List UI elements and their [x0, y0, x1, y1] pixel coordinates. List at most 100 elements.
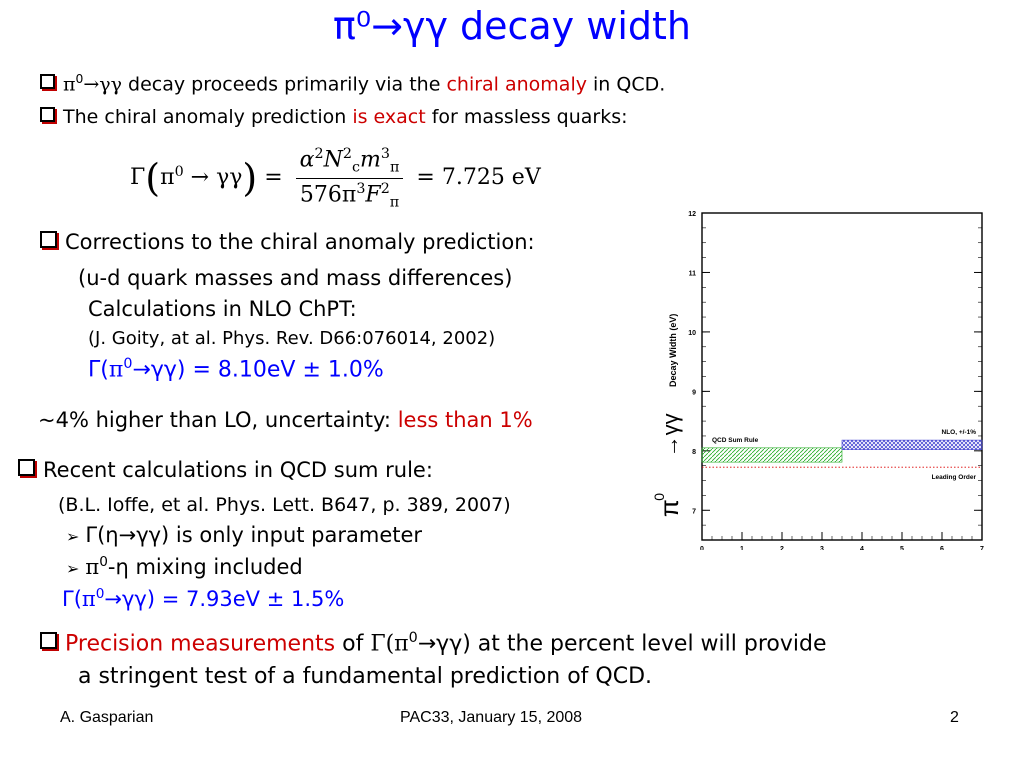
footer-event: PAC33, January 15, 2008: [400, 709, 583, 726]
qcd-item-input: ➢ Γ(η→γγ) is only input parameter: [66, 523, 422, 547]
bullet-square-icon: [18, 459, 35, 476]
qcd-item-mixing: ➢ π0-η mixing included: [66, 554, 303, 579]
bullet-square-icon: [40, 231, 57, 248]
qcd-result: Γ(π0→γγ) = 7.93eV ± 1.5%: [62, 586, 344, 611]
m-exp: 3: [380, 146, 390, 162]
x-tick-label: 1: [740, 546, 744, 550]
y-tick-label: 7: [692, 508, 696, 515]
y-axis-label: Decay Width (eV): [668, 314, 678, 387]
corrections-heading: Corrections to the chiral anomaly predic…: [65, 230, 535, 254]
pi-symbol: π: [85, 555, 100, 579]
result-value: →γγ) = 8.10eV ± 1.0%: [132, 357, 384, 383]
gamma-symbol: Γ(: [370, 631, 395, 657]
summary-text: ~4% higher than LO, uncertainty:: [38, 408, 398, 432]
result-value: →γγ) = 7.93eV ± 1.5%: [104, 587, 345, 611]
fraction-denominator: 576π3F2π: [296, 179, 404, 211]
y-tick-label: 12: [688, 211, 696, 218]
precision-text: of: [335, 631, 371, 657]
y-axis-label-sup: 0: [651, 493, 667, 501]
formula-fraction: α2N2cm3π 576π3F2π: [295, 146, 404, 211]
pi-symbol: π: [160, 165, 175, 191]
formula-result: = 7.725 eV: [416, 165, 541, 191]
pi-superscript: 0: [75, 72, 84, 86]
pi-superscript: 0: [123, 356, 133, 372]
qcd-reference: (B.L. Ioffe, et al. Phys. Lett. B647, p.…: [58, 494, 511, 516]
y-tick-label: 10: [688, 330, 696, 337]
pi-symbol: π: [394, 631, 409, 657]
den-pi-exp: 3: [356, 180, 366, 197]
bullet-square-icon: [40, 74, 55, 90]
f-pi: F: [365, 182, 381, 208]
pi-superscript: 0: [408, 630, 418, 646]
corrections-reference: (J. Goity, at al. Phys. Rev. D66:076014,…: [88, 328, 496, 349]
equals-sign: =: [264, 165, 283, 191]
highlight-text: is exact: [352, 106, 426, 128]
footer-page-number: 2: [950, 709, 959, 726]
band-1: [841, 439, 983, 450]
open-paren: (: [145, 156, 161, 201]
m-pi: m: [360, 147, 381, 173]
x-tick-label: 5: [900, 546, 904, 550]
y-axis-label-pi: π: [654, 499, 684, 517]
alpha-exp: 2: [314, 146, 324, 162]
bullet-precision: Precision measurements of Γ(π0→γγ) at th…: [40, 630, 827, 656]
bullet-text: for massless quarks:: [425, 106, 628, 128]
y-tick-label: 9: [692, 389, 696, 396]
pi-symbol: π: [108, 357, 124, 383]
bullet-text: in QCD.: [586, 73, 666, 96]
nlo-result: Γ(π0→γγ) = 8.10eV ± 1.0%: [88, 356, 384, 382]
leading-order-label: Leading Order: [932, 474, 977, 481]
item-text: -η mixing included: [107, 555, 303, 579]
m-sub: π: [390, 159, 400, 176]
plot-frame: [701, 212, 983, 541]
arrow-bullet-icon: ➢: [66, 527, 80, 546]
den-576-pi: 576π: [299, 182, 357, 208]
pi-superscript: 0: [99, 554, 108, 570]
x-tick-label: 3: [820, 546, 824, 550]
f-sub: π: [389, 194, 400, 211]
bullet-square-icon: [40, 632, 57, 650]
y-axis-label-arrow: →γγ: [658, 413, 683, 457]
pi-symbol: π: [81, 587, 96, 611]
nc-exp: 2: [342, 146, 352, 162]
precision-text: →γγ) at the percent level will provide: [417, 631, 827, 657]
x-tick-label: 6: [940, 546, 944, 550]
item-text: Γ(η→γγ) is only input parameter: [85, 523, 423, 547]
bullet-corrections: Corrections to the chiral anomaly predic…: [40, 230, 535, 254]
f-exp: 2: [380, 180, 390, 197]
footer-author: A. Gasparian: [60, 709, 154, 726]
result-prefix: Γ(: [62, 587, 82, 611]
band-0: [701, 447, 843, 463]
decay-width-formula: Γ(π0 → γγ) = α2N2cm3π 576π3F2π = 7.725 e…: [130, 146, 541, 216]
gamma-gamma: →γγ: [83, 73, 122, 96]
bullet-text: decay proceeds primarily via the: [122, 73, 447, 96]
arrow-bullet-icon: ➢: [66, 559, 80, 578]
arrow-gamma-gamma: → γγ: [190, 165, 243, 191]
corrections-line1: (u-d quark masses and mass differences): [78, 266, 513, 290]
alpha: α: [299, 147, 315, 173]
lo-comparison: ~4% higher than LO, uncertainty: less th…: [38, 408, 533, 432]
x-tick-label: 2: [780, 546, 784, 550]
qcd-heading: Recent calculations in QCD sum rule:: [43, 458, 433, 482]
nc-sub: c: [352, 159, 361, 176]
highlight-text: less than 1%: [397, 408, 533, 432]
result-prefix: Γ(: [88, 357, 109, 383]
x-tick-label: 4: [860, 546, 864, 550]
bullet-decay-proceeds: π0→γγ decay proceeds primarily via the c…: [40, 72, 665, 95]
qcd-band-label: QCD Sum Rule: [712, 437, 759, 444]
nlo-band-label: NLO, +/-1%: [942, 429, 977, 436]
nc: N: [323, 147, 343, 173]
close-paren: ): [242, 156, 258, 201]
fraction-numerator: α2N2cm3π: [295, 146, 404, 179]
pi-symbol: π: [63, 73, 76, 96]
pi-superscript: 0: [174, 163, 184, 180]
bullet-square-icon: [40, 107, 55, 122]
y-tick-label: 8: [692, 449, 696, 456]
x-tick-label: 0: [700, 546, 704, 550]
x-tick-label: 7: [980, 546, 984, 550]
page-title: π⁰→γγ decay width: [333, 4, 691, 48]
decay-width-chart: 7 8 9 10 11 12 0 1 2 3 4 5 6 7 QCD Sum Rule NLO, +/-1% L…: [640, 205, 1010, 553]
bullet-qcd-sum-rule: Recent calculations in QCD sum rule:: [18, 458, 433, 482]
gamma-symbol: Γ: [130, 165, 146, 191]
